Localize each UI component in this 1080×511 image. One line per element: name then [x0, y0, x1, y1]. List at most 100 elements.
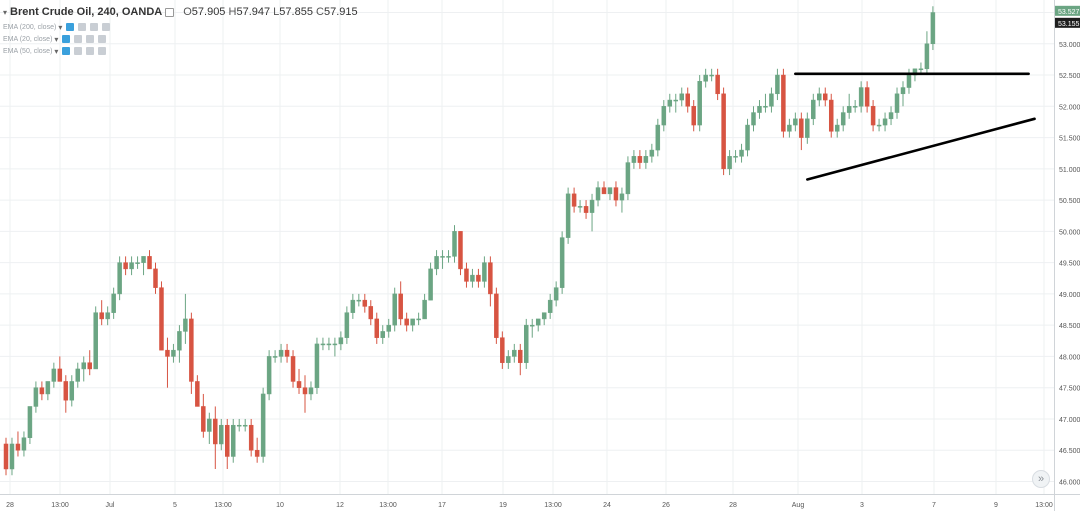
candle [697, 75, 702, 132]
candle-body [219, 424, 224, 445]
candle [494, 287, 499, 344]
candle [236, 418, 242, 432]
candle-body [428, 268, 433, 301]
close-icon[interactable] [86, 47, 95, 55]
candle [583, 200, 589, 219]
close-icon[interactable] [86, 35, 95, 43]
candle-body [535, 318, 541, 326]
support-trendline[interactable] [806, 117, 1036, 181]
candle-body [213, 418, 218, 445]
candle-body [350, 299, 356, 313]
candle-body [799, 118, 804, 138]
indicator-ema-200[interactable]: EMA (200, close) ▾ [3, 21, 358, 33]
candle-body [308, 387, 314, 395]
candle [709, 68, 714, 82]
price-tick-label: 51.000 [1059, 167, 1080, 174]
candle [858, 81, 864, 113]
price-tick-label: 47.000 [1059, 417, 1080, 424]
candle-body [601, 187, 607, 195]
candle-body [721, 93, 726, 170]
candle-body [613, 187, 619, 201]
settings-icon[interactable] [78, 23, 87, 31]
time-tick-label: 19 [499, 502, 507, 509]
candle [739, 143, 744, 163]
candle-body [691, 106, 696, 126]
price-tick-label: 47.500 [1059, 386, 1080, 393]
candle-body [894, 93, 900, 113]
candle-body [529, 324, 535, 327]
indicator-ema-20[interactable]: EMA (20, close) ▾ [3, 33, 358, 45]
candle [117, 256, 122, 301]
candle [518, 343, 523, 376]
price-tick-label: 46.500 [1059, 448, 1080, 455]
candle [512, 343, 517, 363]
candle-body [745, 124, 750, 151]
candle-body [924, 43, 930, 70]
candle [314, 337, 320, 394]
eye-icon[interactable] [66, 23, 75, 31]
close-icon[interactable] [90, 23, 99, 31]
candle [529, 318, 535, 338]
collapse-arrow-icon[interactable]: ▾ [3, 7, 8, 17]
time-tick-label: 28 [729, 502, 737, 509]
scroll-to-realtime-button[interactable]: » [1032, 470, 1050, 488]
eye-icon[interactable] [62, 35, 71, 43]
symbol-settings-icon[interactable] [165, 7, 175, 17]
candle-body [278, 349, 284, 357]
trendlines[interactable] [794, 72, 1036, 181]
candle [667, 93, 673, 113]
candle-body [177, 331, 182, 351]
candle [452, 225, 457, 263]
eye-icon[interactable] [62, 47, 71, 55]
candle [75, 362, 81, 388]
candle-body [781, 74, 786, 132]
candle-body [834, 124, 840, 132]
candle [398, 281, 403, 326]
candle [344, 306, 350, 344]
settings-icon[interactable] [74, 47, 83, 55]
candle-body [464, 268, 469, 282]
candle [57, 356, 63, 382]
candle [111, 287, 116, 319]
candle [876, 118, 882, 132]
candle-body [45, 381, 51, 395]
candle-body [296, 381, 302, 388]
more-icon[interactable] [102, 23, 111, 31]
candle-body [751, 112, 756, 126]
candle [559, 231, 565, 294]
candle [482, 256, 487, 288]
dropdown-arrow-icon[interactable]: ▾ [58, 22, 63, 32]
candle-body [99, 312, 104, 320]
candle-body [631, 156, 637, 163]
candle [362, 293, 368, 313]
dropdown-arrow-icon[interactable]: ▾ [54, 46, 59, 56]
more-icon[interactable] [98, 35, 107, 43]
candle [380, 325, 385, 344]
time-tick-label: 9 [994, 502, 998, 509]
candle-body [266, 356, 272, 395]
dropdown-arrow-icon[interactable]: ▾ [54, 34, 59, 44]
candle [242, 418, 248, 432]
candle [195, 375, 200, 407]
price-tick-label: 49.500 [1059, 261, 1080, 268]
legend-title-row: ▾ Brent Crude Oil, 240, OANDA O57.905 H5… [3, 3, 358, 21]
candle-body [129, 262, 134, 270]
candle-body [864, 87, 870, 107]
candle [392, 287, 397, 332]
candle-body [888, 112, 894, 120]
candle [105, 306, 110, 326]
more-icon[interactable] [98, 47, 107, 55]
indicator-ema-50[interactable]: EMA (50, close) ▾ [3, 45, 358, 57]
candle [930, 6, 936, 51]
candle [757, 100, 762, 119]
candle-body [386, 324, 391, 332]
candle-body [876, 124, 882, 127]
candle-body [123, 262, 128, 270]
symbol-label[interactable]: Brent Crude Oil, 240, OANDA [10, 6, 163, 18]
candle-body [828, 99, 834, 132]
candle-body [823, 93, 828, 101]
candle [416, 312, 421, 326]
settings-icon[interactable] [74, 35, 83, 43]
candle-body [547, 299, 553, 313]
